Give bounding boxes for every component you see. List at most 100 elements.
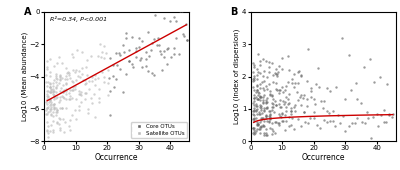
Point <box>78 91 84 94</box>
Point <box>50 91 56 94</box>
Point <box>44 92 50 95</box>
Point <box>288 107 294 109</box>
Point <box>126 60 132 63</box>
Point <box>342 98 348 100</box>
Point <box>292 110 298 113</box>
Point <box>390 113 396 116</box>
Point <box>324 86 330 89</box>
Point <box>53 107 59 109</box>
Point <box>257 127 264 130</box>
Point <box>43 73 50 76</box>
Point <box>72 85 78 88</box>
Point <box>274 74 280 77</box>
Point <box>295 82 301 84</box>
Point <box>254 107 261 110</box>
Point <box>53 87 59 90</box>
Point <box>288 124 294 126</box>
Point <box>44 107 50 109</box>
Point <box>45 81 51 83</box>
Point <box>269 122 275 125</box>
Point <box>44 130 50 132</box>
Point <box>276 105 283 108</box>
Point <box>57 129 63 132</box>
Point <box>348 88 354 91</box>
Point <box>272 82 279 84</box>
Point <box>57 74 63 77</box>
Point <box>144 31 151 33</box>
Point <box>139 65 146 68</box>
Point <box>251 100 257 103</box>
Point <box>62 120 68 123</box>
Point <box>53 74 60 77</box>
Point <box>288 110 294 113</box>
Point <box>279 113 286 115</box>
Point <box>50 82 56 85</box>
Point <box>154 44 160 46</box>
Point <box>51 102 57 105</box>
Point <box>279 86 286 89</box>
Point <box>329 110 336 112</box>
Point <box>256 63 263 66</box>
Point <box>270 111 277 114</box>
Point <box>62 82 69 85</box>
Point <box>259 117 266 120</box>
Point <box>88 54 94 57</box>
Point <box>360 66 367 69</box>
Point <box>250 70 256 73</box>
Point <box>314 123 320 126</box>
Point <box>50 115 56 118</box>
Point <box>270 80 276 83</box>
Point <box>295 69 302 72</box>
Point <box>276 65 282 67</box>
Legend: Core OTUs, Satellite OTUs: Core OTUs, Satellite OTUs <box>131 122 187 138</box>
Point <box>53 97 59 99</box>
Point <box>257 95 264 98</box>
Point <box>76 76 83 79</box>
Point <box>264 97 270 100</box>
Point <box>263 132 269 134</box>
Point <box>273 104 280 106</box>
Point <box>66 91 72 94</box>
Point <box>60 89 67 92</box>
Point <box>51 96 57 98</box>
Point <box>292 81 298 84</box>
Point <box>45 131 51 134</box>
Point <box>80 78 86 81</box>
Point <box>308 90 314 92</box>
Point <box>256 128 262 131</box>
Point <box>254 128 261 130</box>
Point <box>66 74 72 76</box>
Point <box>262 107 269 110</box>
Point <box>59 95 66 98</box>
Point <box>110 63 116 66</box>
Point <box>254 83 260 86</box>
Point <box>78 51 85 54</box>
Point <box>354 97 360 100</box>
X-axis label: Occurrence: Occurrence <box>302 153 345 162</box>
Point <box>73 68 80 71</box>
Point <box>53 113 60 116</box>
Point <box>57 126 64 129</box>
Point <box>70 89 76 91</box>
Point <box>270 73 276 76</box>
Point <box>250 77 257 80</box>
Point <box>250 79 256 82</box>
Point <box>54 109 61 111</box>
Point <box>264 105 270 108</box>
Point <box>261 80 267 83</box>
Point <box>250 117 256 120</box>
Point <box>57 90 63 93</box>
Point <box>254 98 261 101</box>
Point <box>50 85 56 87</box>
Point <box>257 95 263 98</box>
Point <box>63 75 69 77</box>
Point <box>304 80 310 83</box>
Point <box>295 71 302 74</box>
Point <box>84 108 91 111</box>
Point <box>298 125 304 128</box>
Point <box>291 128 298 131</box>
Point <box>276 124 282 126</box>
X-axis label: Occurrence: Occurrence <box>95 153 138 162</box>
Point <box>60 90 66 93</box>
Point <box>276 99 283 101</box>
